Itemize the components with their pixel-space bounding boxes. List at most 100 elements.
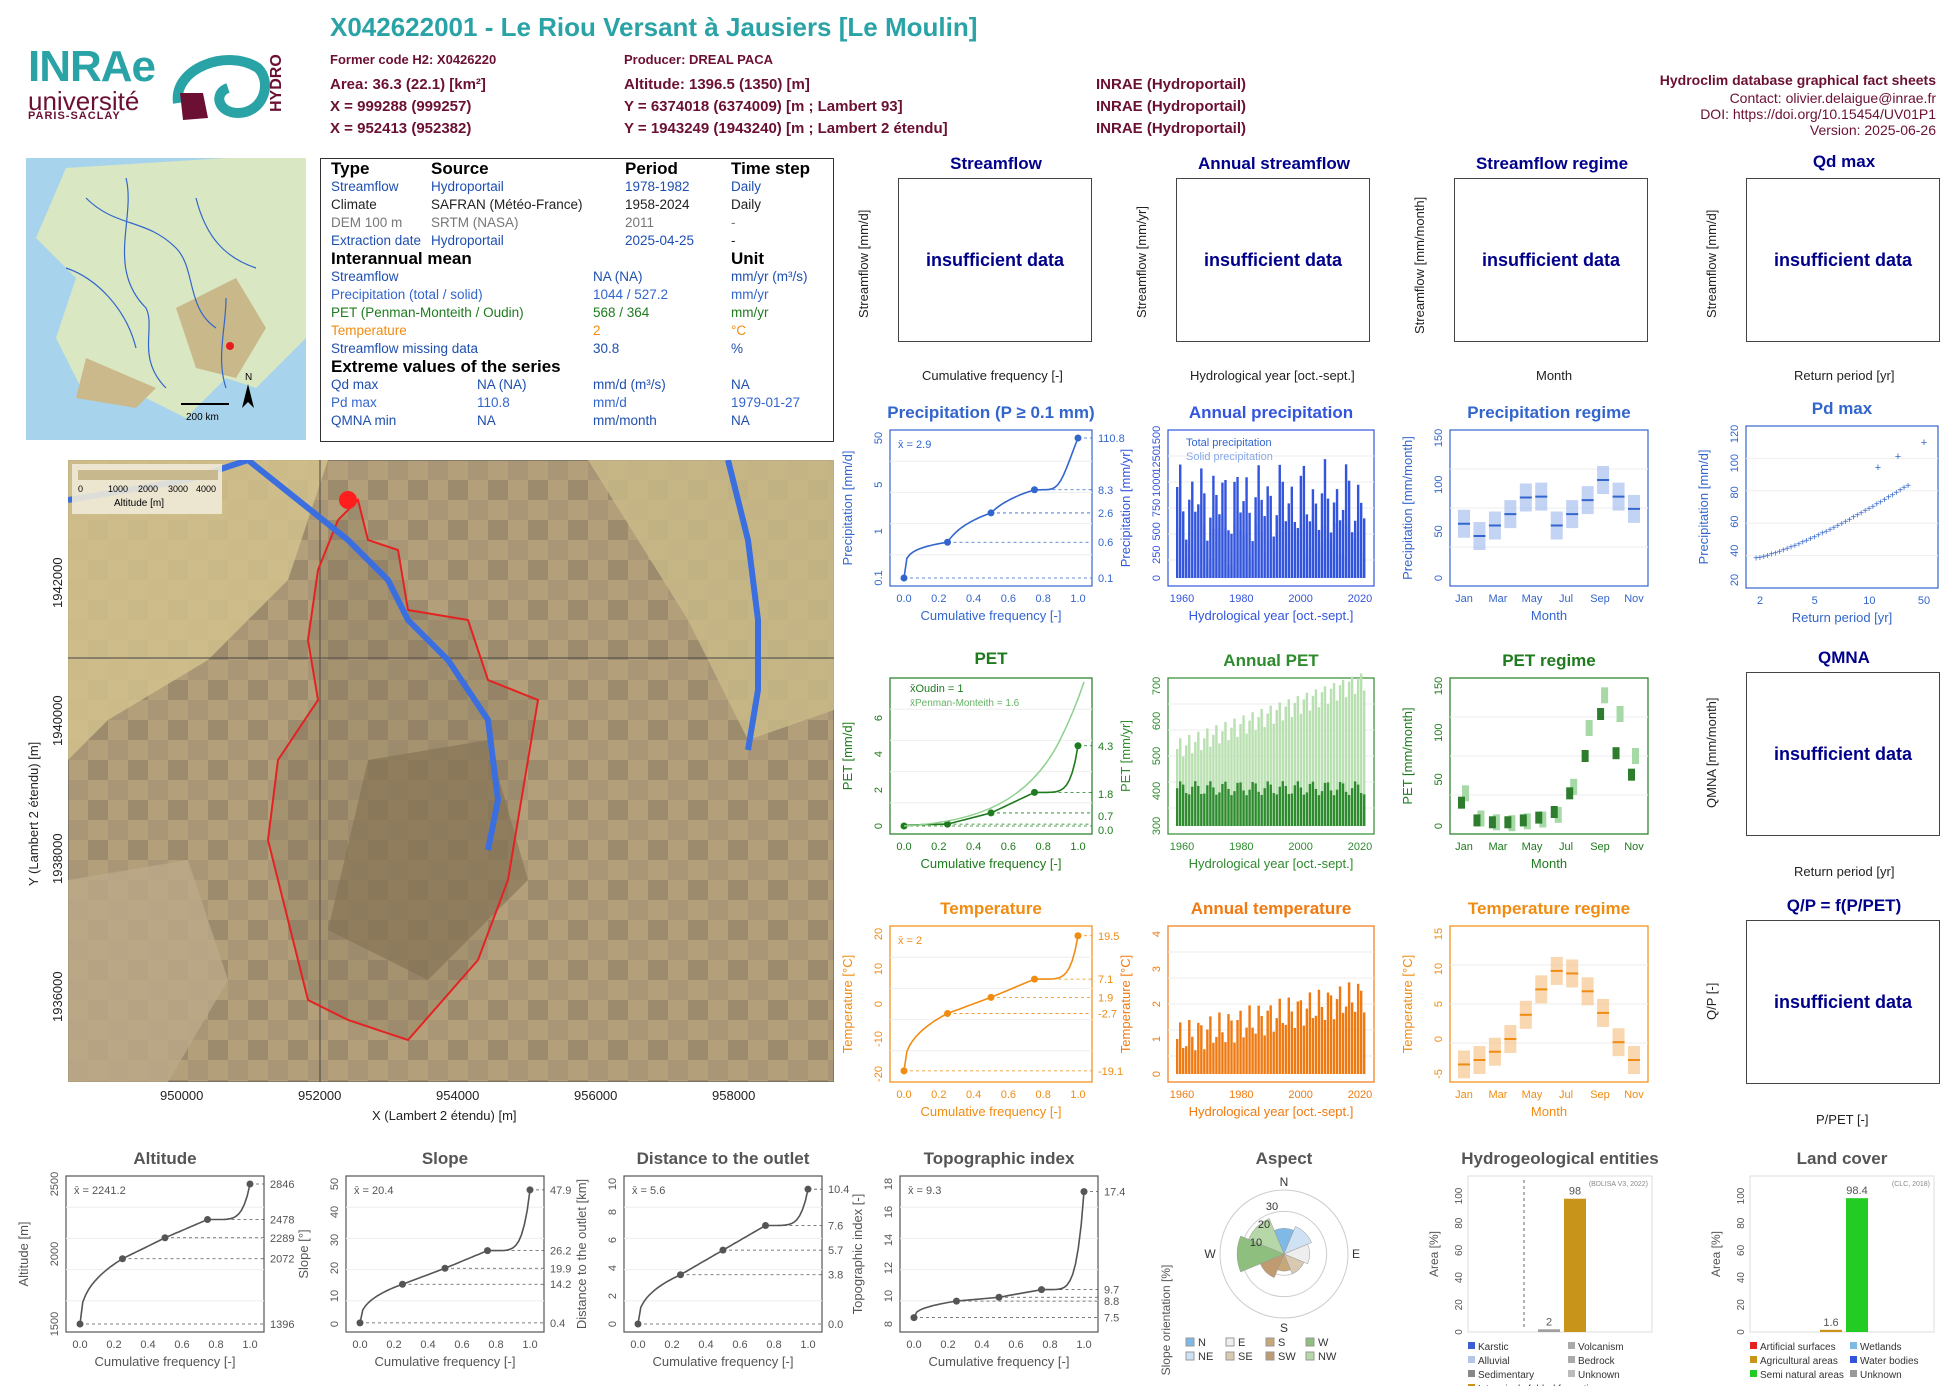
pd-max-xlabel: Return period [yr] [1792,610,1892,625]
pet-xtick: 0.6 [1001,841,1016,853]
annual-pet-bar-b [1353,693,1357,826]
annual-pet-bar-b [1272,723,1275,826]
qp-title: Q/P = f(P/PET) [1786,896,1902,915]
info-r4-period: 2025-04-25 [625,233,695,248]
temp-regime-xlabel: Month [1531,1104,1567,1119]
pd-max-point: + [1866,504,1872,515]
annual-pet-xtick: 1960 [1170,841,1194,853]
pet-title: PET [974,649,1008,668]
annual-pet-bar-b [1356,678,1360,826]
annual-pet-bar-b [1230,727,1233,826]
pd-max-point: + [1815,531,1821,542]
ext-qmna-unit: mm/month [593,413,657,428]
distance-to-the-outlet-xtick: 0.4 [698,1339,713,1351]
pd-max-point: + [1878,497,1884,508]
pd-max-point: + [1776,547,1782,558]
annual-pet-bar [1311,781,1315,826]
annual-temp-bar [1278,998,1281,1074]
altitude-right-label: 2289 [270,1233,294,1245]
annual-temp-bar [1305,1008,1309,1074]
annual-temp-bar [1230,1020,1233,1074]
annual-pet-ytick: 700 [1151,677,1163,695]
landcover-title: Land cover [1797,1149,1888,1168]
pd-max-point: + [1851,513,1857,524]
annual-pet-bar [1323,782,1327,826]
annual-pet-title: Annual PET [1223,651,1319,670]
precip-regime-ytick: 100 [1433,475,1445,493]
distance-to-the-outlet-right-label: 5.7 [828,1245,843,1257]
annual-precip-ytick: 0 [1151,575,1163,581]
annual-pet-bar [1284,785,1287,826]
landcover-ylabel: Area [%] [1709,1231,1723,1277]
distance-to-the-outlet-title: Distance to the outlet [637,1149,810,1168]
annual-pet-bar-b [1335,700,1339,826]
annual-pet-bar [1326,782,1330,826]
annual-pet-bar [1320,791,1324,826]
annual-pet-bar-b [1341,679,1345,826]
annual-temp-xtick: 1980 [1229,1089,1253,1101]
altitude-xtick: 0.6 [174,1339,189,1351]
qmna-xlabel: Return period [yr] [1794,864,1895,879]
landcover-ytick: 40 [1736,1272,1747,1284]
annual-pet-bar [1242,790,1245,826]
annual-precip-bar [1326,498,1330,578]
annual-temp-bar [1320,1006,1324,1074]
temp-cum-xtick: 0.6 [1001,1089,1016,1101]
topographic-index-right-label: 7.5 [1104,1313,1119,1325]
annual-pet-bar [1317,795,1321,826]
annual-precip-bar [1257,465,1260,578]
annual-temp-bar [1200,1025,1203,1074]
annual-pet-bar-b [1176,749,1179,826]
temp-cum-right-label: 1.9 [1098,992,1113,1004]
info-h-type: Type [331,159,370,178]
pd-max-point: + [1819,529,1825,540]
aspect-legend-swatch [1225,1337,1235,1347]
aspect-legend-swatch [1185,1351,1195,1361]
landcover-legend-swatch [1750,1342,1757,1349]
annual-pet-bar [1281,781,1284,826]
altitude-title: Altitude [133,1149,196,1168]
topographic-index-mean: x̄ = 9.3 [908,1185,941,1197]
annual-pet-bar-b [1290,717,1294,826]
annual-pet-bar-b [1308,710,1312,826]
aspect-legend-label: W [1318,1337,1329,1349]
annual-pet-bar-b [1350,676,1354,826]
legend-tick-3: 3000 [168,484,188,494]
topographic-index-ytick: 18 [883,1178,895,1190]
pd-max-point: + [1831,523,1837,534]
annual-precip-ytick: 500 [1151,522,1163,540]
pd-max-xtick: 5 [1812,595,1818,607]
streamflow-regime-xlabel: Month [1536,368,1573,383]
mean-temp-label: Temperature [331,323,407,338]
info-h-step: Time step [731,159,811,178]
hydrogeo-legend-label: Karstic [1478,1342,1509,1353]
annual-pet-bar [1353,781,1357,826]
pd-max-point: + [1874,500,1880,511]
pd-max-point: + [1757,553,1763,564]
pet-ytick: 2 [873,787,885,793]
pd-max-point: + [1784,544,1790,555]
contact[interactable]: Contact: olivier.delaigue@inrae.fr [1729,90,1936,106]
temp-regime-ylabel: Temperature [°C] [1400,955,1415,1053]
annual-precip-bar [1362,518,1366,578]
doi-link[interactable]: DOI: https://doi.org/10.15454/UV01P1 [1700,106,1936,122]
missing-unit: % [731,341,744,356]
aspect-sector [1283,1243,1310,1265]
temp-cum-right-label: -19.1 [1098,1066,1123,1078]
topographic-index-ytick: 8 [883,1321,895,1327]
annual-pet-bar-b [1251,712,1254,826]
pet-regime-oudin-box [1458,796,1465,809]
annual-precip-bar [1287,503,1290,578]
annual-precip-xtick: 2000 [1288,593,1312,605]
annual-precip-bar [1302,465,1306,578]
annual-pet-bar-b [1236,736,1239,826]
annual-pet-bar [1308,783,1312,826]
landcover-legend-swatch [1850,1342,1857,1349]
precip-cum-xtick: 0.2 [931,593,946,605]
x-l93: X = 999288 (999257) [330,98,472,115]
x-l2: X = 952413 (952382) [330,120,472,137]
aspect-legend-swatch [1265,1351,1275,1361]
missing-label: Streamflow missing data [331,341,479,356]
pet-regime-oudin-box [1597,708,1605,720]
pd-max-point: + [1858,508,1864,519]
